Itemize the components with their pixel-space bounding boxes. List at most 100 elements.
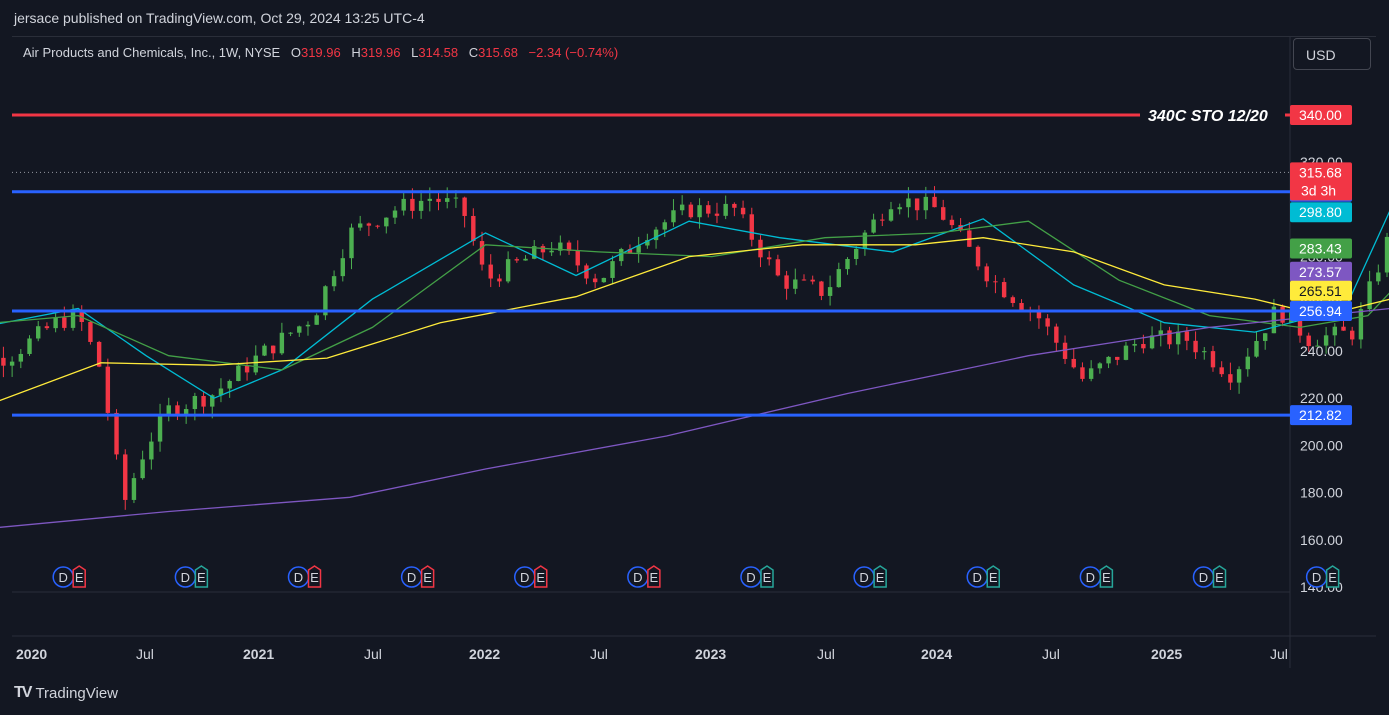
candle-body — [584, 265, 589, 279]
earnings-marker: E — [986, 565, 1000, 588]
candle-body — [906, 198, 911, 208]
earnings-icon — [1325, 565, 1340, 588]
y-tick-label: 180.00 — [1300, 485, 1343, 501]
moving-average-line — [0, 211, 1389, 399]
dividend-letter: D — [1312, 570, 1321, 585]
dividend-letter: D — [294, 570, 303, 585]
candle-body — [1071, 358, 1076, 368]
dividend-marker: D — [1079, 566, 1102, 588]
candle-body — [392, 210, 398, 218]
candle-body — [62, 317, 67, 328]
level-price-badge — [1290, 405, 1352, 426]
candle-body — [1262, 333, 1268, 341]
candle-body — [9, 361, 15, 366]
currency-button[interactable]: USD — [1293, 38, 1371, 70]
candle-body — [1001, 282, 1007, 298]
candle-body — [819, 281, 824, 296]
x-tick-label: Jul — [817, 646, 835, 662]
dividend-marker: D — [740, 566, 762, 588]
candle-body — [932, 196, 937, 208]
dividend-letter: D — [859, 570, 868, 585]
earnings-letter: E — [75, 570, 84, 585]
candle-body — [505, 259, 511, 282]
candle-body — [1202, 351, 1207, 353]
candle-body — [749, 214, 754, 240]
candle-body — [384, 217, 389, 227]
earnings-icon — [760, 565, 774, 588]
level-price-label: 212.82 — [1299, 407, 1342, 423]
earnings-letter: E — [536, 570, 545, 585]
earnings-icon — [194, 565, 209, 588]
indicator-price-label: 273.57 — [1299, 264, 1342, 280]
candle-body — [1010, 297, 1016, 303]
earnings-marker: E — [194, 565, 209, 588]
earnings-marker: E — [72, 565, 86, 588]
x-tick-label: 2020 — [16, 646, 47, 662]
earnings-marker: E — [1099, 565, 1114, 588]
candle-body — [1332, 326, 1338, 336]
candle-body — [662, 222, 667, 230]
dividend-marker: D — [400, 566, 423, 588]
candle-body — [357, 223, 363, 228]
candle-body — [288, 332, 293, 334]
candle-body — [1115, 356, 1120, 360]
candle-body — [975, 246, 981, 267]
candle-body — [1306, 335, 1311, 347]
candle-body — [740, 207, 746, 215]
earnings-icon — [647, 565, 661, 588]
low-value: 314.58 — [418, 45, 459, 60]
y-tick-label: 200.00 — [1300, 437, 1343, 453]
candle-body — [227, 380, 232, 389]
candle-body — [479, 241, 485, 265]
earnings-letter: E — [423, 570, 432, 585]
candle-body — [871, 219, 876, 233]
indicator-price-badge — [1290, 261, 1352, 282]
indicator-price-badge — [1290, 280, 1352, 301]
candle-body — [941, 207, 946, 220]
candle-body — [732, 203, 737, 208]
candle-body — [1236, 369, 1242, 383]
symbol-name: Air Products and Chemicals, Inc., 1W, NY… — [23, 45, 281, 60]
candle-body — [1323, 335, 1329, 346]
candle-body — [1106, 356, 1111, 364]
candle-body — [1228, 374, 1233, 383]
earnings-icon — [72, 565, 86, 588]
candle-body — [297, 326, 302, 333]
candle-body — [845, 258, 850, 270]
candle-body — [653, 229, 659, 241]
candle-body — [592, 278, 598, 283]
candle-body — [645, 240, 650, 246]
candle-body — [462, 197, 467, 216]
candle-body — [984, 266, 989, 282]
y-tick-label: 220.00 — [1300, 390, 1343, 406]
candle-body — [1193, 340, 1198, 353]
candle-body — [149, 441, 154, 460]
x-tick-label: 2022 — [469, 646, 500, 662]
dividend-marker: D — [1305, 566, 1328, 588]
candle-body — [471, 215, 476, 242]
dividend-letter: D — [633, 570, 642, 585]
dividend-marker: D — [627, 566, 649, 588]
dividend-letter: D — [973, 570, 982, 585]
tradingview-logo[interactable]: TV TradingView — [14, 684, 118, 702]
earnings-letter: E — [310, 570, 319, 585]
dividend-letter: D — [407, 570, 416, 585]
candle-body — [1245, 356, 1250, 370]
candle-body — [36, 326, 41, 339]
candle-body — [131, 478, 137, 500]
candle-body — [1149, 335, 1155, 349]
candle-body — [236, 365, 241, 381]
x-tick-label: Jul — [1270, 646, 1288, 662]
candle-body — [1271, 306, 1277, 334]
earnings-letter: E — [1102, 570, 1111, 585]
candle-body — [18, 353, 24, 362]
candle-body — [192, 395, 198, 410]
candle-body — [897, 207, 902, 210]
candle-body — [888, 209, 894, 221]
candle-body — [1297, 312, 1303, 336]
candle-body — [1175, 331, 1181, 345]
symbol-legend: Air Products and Chemicals, Inc., 1W, NY… — [23, 45, 618, 60]
moving-average-line — [0, 237, 1389, 402]
earnings-icon — [873, 565, 887, 588]
